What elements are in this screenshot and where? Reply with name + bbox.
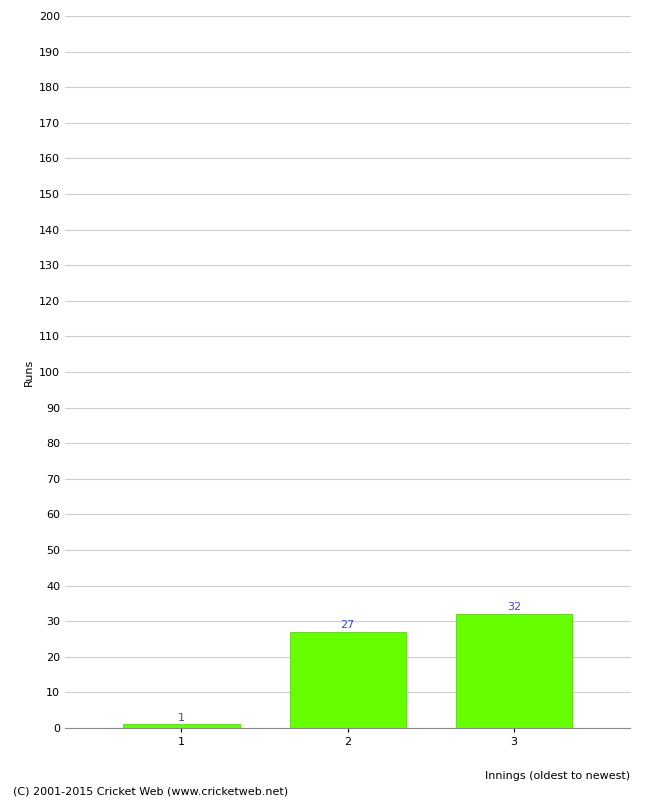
Text: Innings (oldest to newest): Innings (oldest to newest)	[486, 770, 630, 781]
Bar	[124, 725, 240, 728]
Bar	[289, 632, 406, 728]
Text: 27: 27	[341, 620, 355, 630]
Text: (C) 2001-2015 Cricket Web (www.cricketweb.net): (C) 2001-2015 Cricket Web (www.cricketwe…	[13, 786, 288, 796]
Text: 1: 1	[178, 713, 185, 722]
Y-axis label: Runs: Runs	[23, 358, 33, 386]
Bar	[456, 614, 572, 728]
Text: 32: 32	[507, 602, 521, 612]
